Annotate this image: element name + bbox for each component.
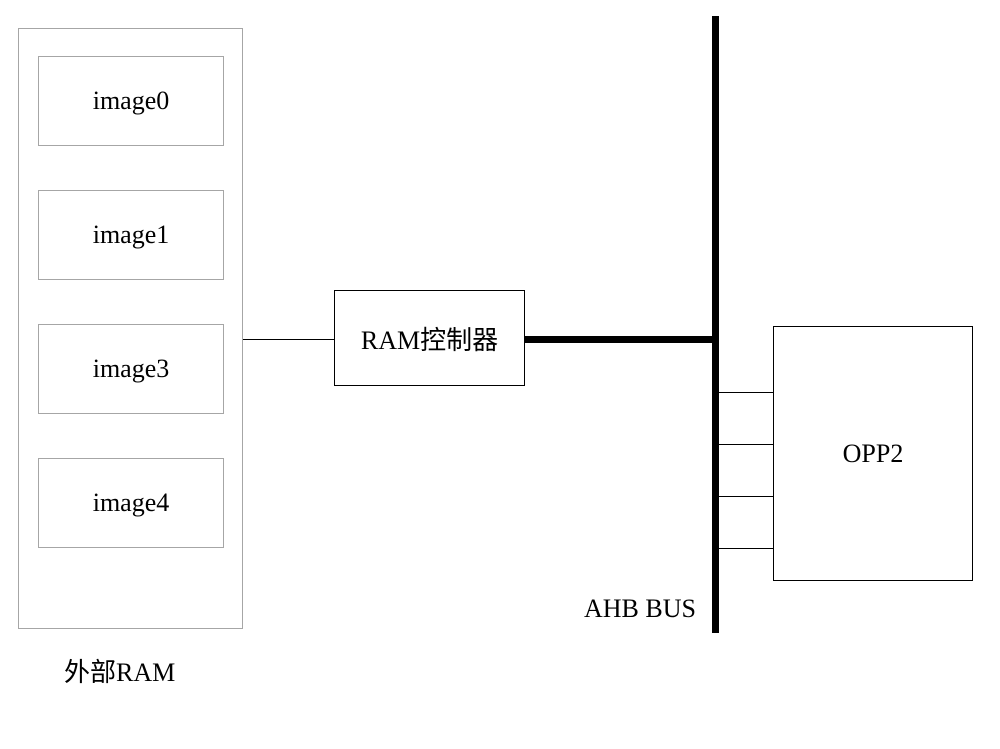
ram-item-image0: image0 [38,56,224,146]
conn-bus-to-opp2-1 [719,392,773,393]
ram-item-image1: image1 [38,190,224,280]
ahb-bus-line [712,16,719,633]
ram-controller-box: RAM控制器 [334,290,525,386]
ram-item-label: image0 [93,86,170,116]
opp2-box: OPP2 [773,326,973,581]
opp2-label: OPP2 [843,439,904,469]
ram-item-image4: image4 [38,458,224,548]
conn-bus-to-opp2-3 [719,496,773,497]
conn-bus-to-opp2-2 [719,444,773,445]
ahb-bus-label: AHB BUS [584,594,696,624]
conn-ctrl-to-bus [525,336,714,343]
ram-item-label: image3 [93,354,170,384]
conn-ram-to-ctrl [243,339,334,340]
ram-item-label: image4 [93,488,170,518]
conn-bus-to-opp2-4 [719,548,773,549]
ram-controller-label: RAM控制器 [361,320,498,357]
external-ram-label: 外部RAM [64,652,175,689]
ram-item-image3: image3 [38,324,224,414]
ram-item-label: image1 [93,220,170,250]
diagram-canvas: image0 image1 image3 image4 外部RAM RAM控制器… [0,0,1000,749]
